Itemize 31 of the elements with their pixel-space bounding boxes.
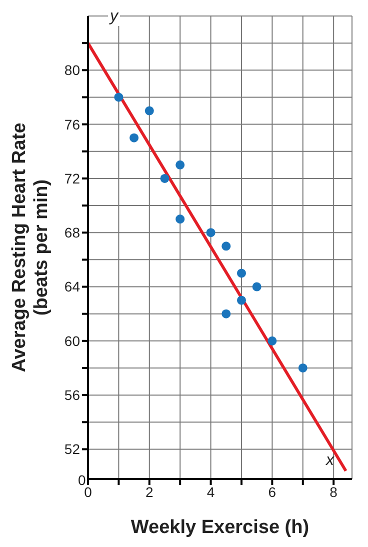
x-axis-title: Weekly Exercise (h) [130,517,310,538]
y-tick-label: 72 [64,170,80,186]
point [236,268,246,278]
text: 0 [77,471,86,488]
point [298,363,308,372]
point [252,282,262,292]
point [268,336,277,346]
y-tick-label: 60 [64,332,80,349]
y-tick-label: 64 [64,278,80,295]
y-tick-label: 80 [64,62,80,78]
point [222,309,231,318]
x-tick-label: 0 [84,484,92,500]
x-tick-label: 2 [145,484,154,500]
point [144,106,154,116]
point [176,160,185,170]
point [130,133,139,142]
y-tick-label: 68 [64,224,80,241]
point [114,92,124,102]
y-tick-label: 56 [64,387,80,404]
point [236,296,246,305]
x-tick-label: 8 [330,484,338,500]
point [176,214,185,224]
y-tick-label: 52 [64,441,80,458]
point [206,228,216,238]
y-tick-label: 76 [64,116,80,132]
point [222,242,231,251]
point [160,174,170,183]
annotation: y [108,8,120,26]
x-tick-label: 4 [206,484,215,500]
y-axis-title: Average Resting Heart Rate (beats per min) [9,122,52,372]
x-tick-label: 6 [268,484,276,500]
